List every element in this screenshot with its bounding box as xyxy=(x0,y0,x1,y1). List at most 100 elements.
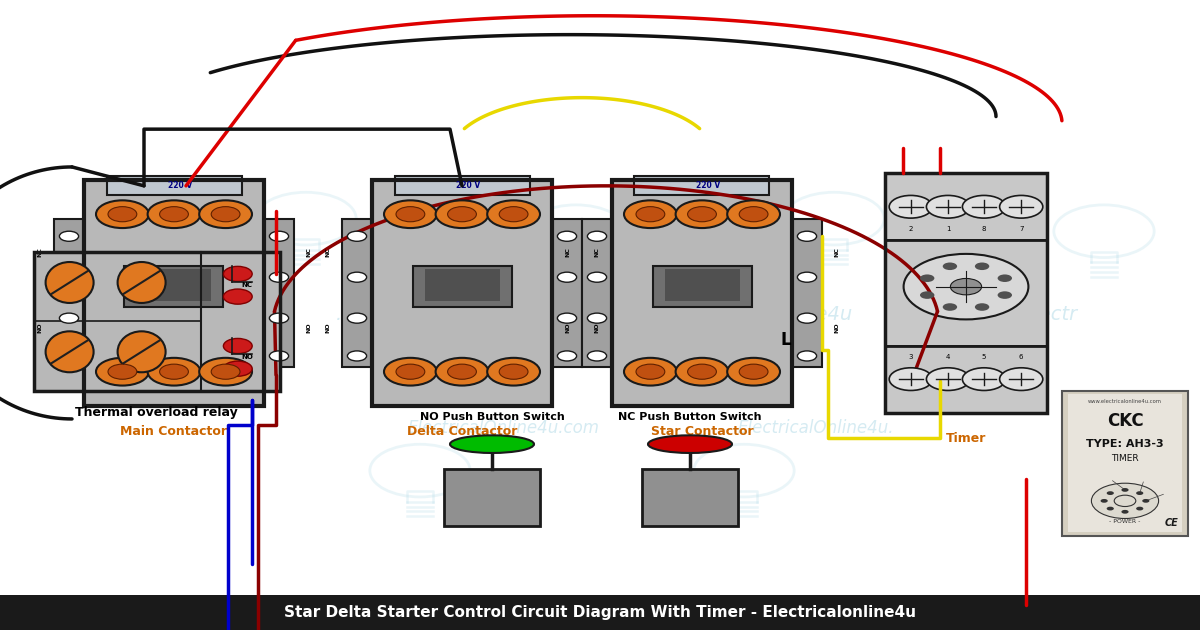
Bar xyxy=(137,270,211,301)
Circle shape xyxy=(487,200,540,228)
Text: nline4u: nline4u xyxy=(780,306,852,324)
Circle shape xyxy=(384,358,437,386)
Bar xyxy=(372,180,552,406)
Circle shape xyxy=(60,313,79,323)
Text: Star Contactor: Star Contactor xyxy=(650,425,754,438)
Circle shape xyxy=(920,291,935,299)
Circle shape xyxy=(96,358,149,386)
Circle shape xyxy=(199,200,252,228)
Circle shape xyxy=(1000,195,1043,218)
Circle shape xyxy=(688,364,716,379)
Bar xyxy=(886,173,1046,413)
Circle shape xyxy=(348,351,367,361)
Circle shape xyxy=(943,263,958,270)
Circle shape xyxy=(211,207,240,222)
Circle shape xyxy=(223,266,252,282)
Text: Star Delta Starter Control Circuit Diagram With Timer - Electricalonline4u: Star Delta Starter Control Circuit Diagr… xyxy=(284,605,916,621)
Bar xyxy=(886,346,1046,413)
Bar xyxy=(792,219,822,367)
Text: NC Push Button Switch: NC Push Button Switch xyxy=(618,412,762,422)
Text: 1: 1 xyxy=(946,226,950,232)
Circle shape xyxy=(1136,491,1144,495)
Circle shape xyxy=(974,263,989,270)
Circle shape xyxy=(148,358,200,386)
Text: 7: 7 xyxy=(1019,226,1024,232)
Bar xyxy=(1068,394,1182,532)
Text: CKC: CKC xyxy=(1106,412,1144,430)
Circle shape xyxy=(997,275,1012,282)
Bar xyxy=(125,266,223,307)
Bar xyxy=(34,252,280,391)
Ellipse shape xyxy=(450,435,534,453)
Circle shape xyxy=(797,351,816,361)
Text: NO: NO xyxy=(325,323,330,333)
Text: ElectricalOnline4u.com: ElectricalOnline4u.com xyxy=(408,420,600,437)
Circle shape xyxy=(108,207,137,222)
Text: NC: NC xyxy=(306,247,311,257)
Bar xyxy=(107,176,241,195)
Circle shape xyxy=(223,361,252,376)
Bar xyxy=(425,270,499,301)
Text: www.electricalonline4u.com: www.electricalonline4u.com xyxy=(1088,399,1162,404)
Text: NO Push Button Switch: NO Push Button Switch xyxy=(420,412,564,422)
Ellipse shape xyxy=(118,331,166,372)
Text: 8: 8 xyxy=(982,226,986,232)
Circle shape xyxy=(499,364,528,379)
Circle shape xyxy=(727,358,780,386)
Bar xyxy=(886,240,1046,346)
Bar xyxy=(552,219,582,367)
Circle shape xyxy=(348,231,367,241)
Circle shape xyxy=(160,364,188,379)
Circle shape xyxy=(436,358,488,386)
Circle shape xyxy=(676,358,728,386)
Circle shape xyxy=(1136,507,1144,510)
Circle shape xyxy=(396,207,425,222)
Circle shape xyxy=(974,303,989,311)
Circle shape xyxy=(348,272,367,282)
Text: 2: 2 xyxy=(908,226,913,232)
Text: 220 V: 220 V xyxy=(168,181,192,190)
Bar xyxy=(34,252,280,391)
Text: NO: NO xyxy=(594,323,599,333)
Bar xyxy=(372,180,552,406)
Bar xyxy=(665,270,739,301)
Circle shape xyxy=(211,364,240,379)
Text: Thermal overload relay: Thermal overload relay xyxy=(76,406,238,420)
Circle shape xyxy=(636,364,665,379)
Circle shape xyxy=(943,303,958,311)
Circle shape xyxy=(487,358,540,386)
Text: NO: NO xyxy=(37,323,42,333)
Circle shape xyxy=(588,272,607,282)
Text: NC: NC xyxy=(37,247,42,257)
Text: - POWER -: - POWER - xyxy=(1109,519,1141,524)
Circle shape xyxy=(676,200,728,228)
Circle shape xyxy=(997,291,1012,299)
Circle shape xyxy=(499,207,528,222)
Text: TIMER: TIMER xyxy=(1111,454,1139,463)
Circle shape xyxy=(1100,499,1108,503)
Circle shape xyxy=(797,313,816,323)
Circle shape xyxy=(636,207,665,222)
Bar xyxy=(413,266,511,307)
Circle shape xyxy=(60,272,79,282)
Circle shape xyxy=(962,368,1006,391)
Text: 5: 5 xyxy=(982,354,986,360)
Text: 220 V: 220 V xyxy=(456,181,480,190)
Circle shape xyxy=(448,364,476,379)
Circle shape xyxy=(688,207,716,222)
Circle shape xyxy=(384,200,437,228)
Bar xyxy=(635,176,769,195)
Circle shape xyxy=(1000,368,1043,391)
Bar xyxy=(612,180,792,406)
Circle shape xyxy=(588,313,607,323)
Circle shape xyxy=(269,231,289,241)
Circle shape xyxy=(624,358,677,386)
Ellipse shape xyxy=(46,331,94,372)
Text: 6: 6 xyxy=(1019,354,1024,360)
Circle shape xyxy=(624,200,677,228)
Circle shape xyxy=(926,368,970,391)
Text: .com: .com xyxy=(336,306,384,324)
Circle shape xyxy=(199,358,252,386)
Circle shape xyxy=(889,195,932,218)
Circle shape xyxy=(557,272,577,282)
